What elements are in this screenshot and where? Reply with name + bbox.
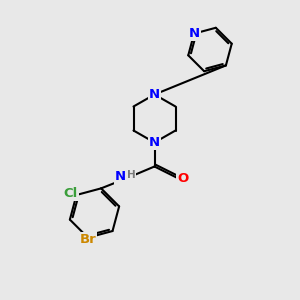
Text: H: H [127,170,136,180]
Text: N: N [115,170,126,184]
Text: Br: Br [80,232,96,246]
Text: N: N [188,27,200,40]
Text: Cl: Cl [63,187,78,200]
Text: N: N [149,136,160,149]
Text: O: O [177,172,189,185]
Text: N: N [149,88,160,101]
